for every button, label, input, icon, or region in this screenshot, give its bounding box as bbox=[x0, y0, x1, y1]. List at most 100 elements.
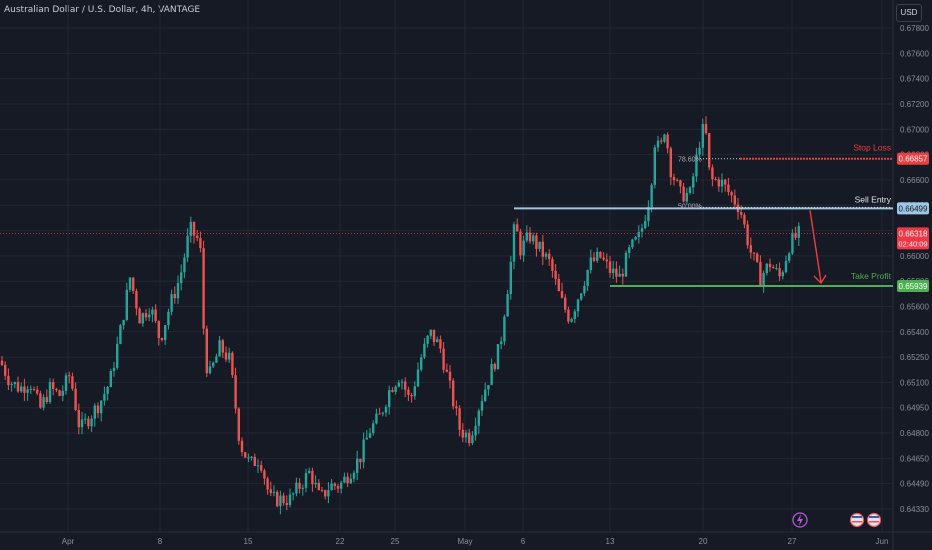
candle-body bbox=[688, 187, 692, 194]
candle-body bbox=[692, 176, 695, 188]
candle-body bbox=[343, 476, 346, 483]
lightning-icon[interactable] bbox=[792, 512, 808, 528]
us-flag-icon[interactable] bbox=[849, 512, 865, 528]
candle-body bbox=[336, 486, 340, 489]
candle-body bbox=[218, 340, 221, 357]
candle-body bbox=[109, 371, 112, 387]
candle-body bbox=[781, 272, 784, 277]
price-tag-label: 0.66857 bbox=[899, 155, 928, 164]
candle-body bbox=[445, 369, 448, 372]
candle-body bbox=[423, 343, 426, 358]
price-tag-label: 0.65939 bbox=[899, 282, 928, 291]
candle-body bbox=[676, 180, 679, 182]
time-tick-label: May bbox=[457, 537, 472, 546]
candle-body bbox=[80, 419, 84, 428]
price-tick-label: 0.66600 bbox=[900, 176, 929, 185]
candle-body bbox=[727, 184, 730, 193]
candle-body bbox=[704, 123, 708, 134]
candle-body bbox=[493, 363, 496, 370]
candle-body bbox=[39, 393, 42, 408]
us-flag-icon[interactable] bbox=[866, 512, 882, 528]
candle-body bbox=[509, 261, 512, 294]
flag-stripe bbox=[852, 516, 862, 518]
candle-body bbox=[413, 386, 416, 397]
candle-body bbox=[685, 193, 688, 202]
flag-stripe bbox=[869, 521, 879, 523]
candle-body bbox=[756, 253, 759, 262]
candle-body bbox=[13, 382, 16, 385]
candle-body bbox=[439, 339, 442, 349]
candle-body bbox=[349, 478, 352, 484]
candle-body bbox=[679, 180, 682, 187]
candle-body bbox=[116, 343, 119, 368]
candle-body bbox=[554, 270, 557, 279]
candle-body bbox=[733, 195, 736, 205]
candle-body bbox=[698, 147, 701, 155]
candle-body bbox=[778, 268, 781, 277]
candle-body bbox=[461, 429, 464, 438]
candle-body bbox=[148, 314, 151, 318]
currency-button[interactable]: USD bbox=[896, 4, 922, 22]
candle-body bbox=[794, 232, 797, 238]
countdown-label: 02:40:09 bbox=[898, 239, 927, 248]
candle-body bbox=[637, 231, 640, 238]
candle-body bbox=[228, 352, 231, 360]
candle-body bbox=[215, 356, 218, 363]
candle-body bbox=[4, 364, 7, 376]
candle-body bbox=[442, 348, 445, 370]
candle-body bbox=[26, 389, 29, 393]
candle-body bbox=[791, 232, 794, 254]
current-price-label: 0.66318 bbox=[899, 229, 928, 238]
candle-body bbox=[452, 380, 455, 407]
candle-body bbox=[263, 470, 266, 479]
candle-body bbox=[410, 394, 413, 397]
candle-body bbox=[708, 133, 711, 168]
time-tick-label: Apr bbox=[62, 537, 75, 546]
candle-body bbox=[701, 123, 704, 148]
candle-body bbox=[103, 393, 106, 401]
candle-body bbox=[775, 268, 778, 270]
candle-body bbox=[500, 341, 503, 345]
candle-body bbox=[746, 224, 749, 246]
candle-body bbox=[304, 473, 308, 488]
candle-body bbox=[426, 335, 429, 344]
candle-body bbox=[16, 382, 20, 392]
candle-body bbox=[576, 299, 580, 312]
candle-body bbox=[112, 367, 116, 372]
candle-body bbox=[762, 273, 765, 286]
candle-body bbox=[564, 297, 567, 310]
candle-body bbox=[634, 237, 637, 240]
candle-body bbox=[276, 491, 279, 507]
candle-body bbox=[212, 362, 215, 367]
candle-body bbox=[269, 489, 272, 493]
candle-body bbox=[247, 457, 250, 459]
candle-body bbox=[612, 268, 615, 273]
candle-body bbox=[730, 192, 733, 196]
candle-body bbox=[455, 406, 458, 409]
candle-body bbox=[141, 313, 144, 324]
candle-body bbox=[628, 247, 631, 253]
candle-body bbox=[234, 375, 237, 409]
candle-body bbox=[224, 352, 228, 360]
candle-body bbox=[740, 212, 743, 215]
candle-body bbox=[544, 253, 548, 257]
candle-body bbox=[490, 363, 493, 386]
candle-body bbox=[484, 389, 487, 402]
candle-body bbox=[324, 490, 327, 497]
candle-body bbox=[199, 238, 202, 249]
candle-body bbox=[608, 261, 612, 273]
candle-body bbox=[496, 344, 500, 370]
price-tick-label: 0.65250 bbox=[900, 353, 929, 362]
candle-body bbox=[186, 235, 189, 258]
candle-body bbox=[176, 283, 180, 299]
candle-body bbox=[720, 179, 724, 187]
candle-body bbox=[189, 221, 192, 236]
candle-body bbox=[516, 224, 519, 232]
candle-body bbox=[599, 251, 602, 258]
candle-body bbox=[320, 489, 324, 491]
candle-body bbox=[784, 260, 788, 273]
candle-body bbox=[292, 493, 295, 495]
candle-body bbox=[666, 134, 669, 149]
